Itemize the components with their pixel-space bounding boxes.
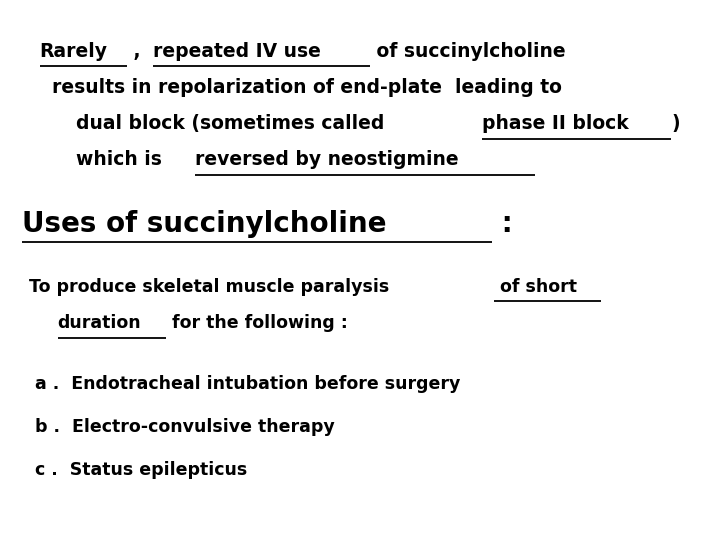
Text: c .  Status epilepticus: c . Status epilepticus	[35, 461, 247, 479]
Text: a .  Endotracheal intubation before surgery: a . Endotracheal intubation before surge…	[35, 375, 460, 393]
Text: dual block (sometimes called: dual block (sometimes called	[76, 114, 390, 133]
Text: results in repolarization of end-plate  leading to: results in repolarization of end-plate l…	[52, 78, 562, 97]
Text: To produce skeletal muscle paralysis: To produce skeletal muscle paralysis	[29, 278, 389, 295]
Text: duration: duration	[58, 314, 141, 332]
Text: ): )	[671, 114, 680, 133]
Text: reversed by neostigmine: reversed by neostigmine	[195, 150, 459, 169]
Text: of succinylcholine: of succinylcholine	[370, 42, 565, 60]
Text: repeated IV use: repeated IV use	[153, 42, 321, 60]
Text: which is: which is	[76, 150, 168, 169]
Text: phase II block: phase II block	[482, 114, 629, 133]
Text: b .  Electro-convulsive therapy: b . Electro-convulsive therapy	[35, 418, 334, 436]
Text: :: :	[492, 210, 513, 238]
Text: of short: of short	[494, 278, 577, 295]
Text: for the following :: for the following :	[166, 314, 347, 332]
Text: Rarely: Rarely	[40, 42, 107, 60]
Text: ,: ,	[127, 42, 148, 60]
Text: Uses of succinylcholine: Uses of succinylcholine	[22, 210, 386, 238]
